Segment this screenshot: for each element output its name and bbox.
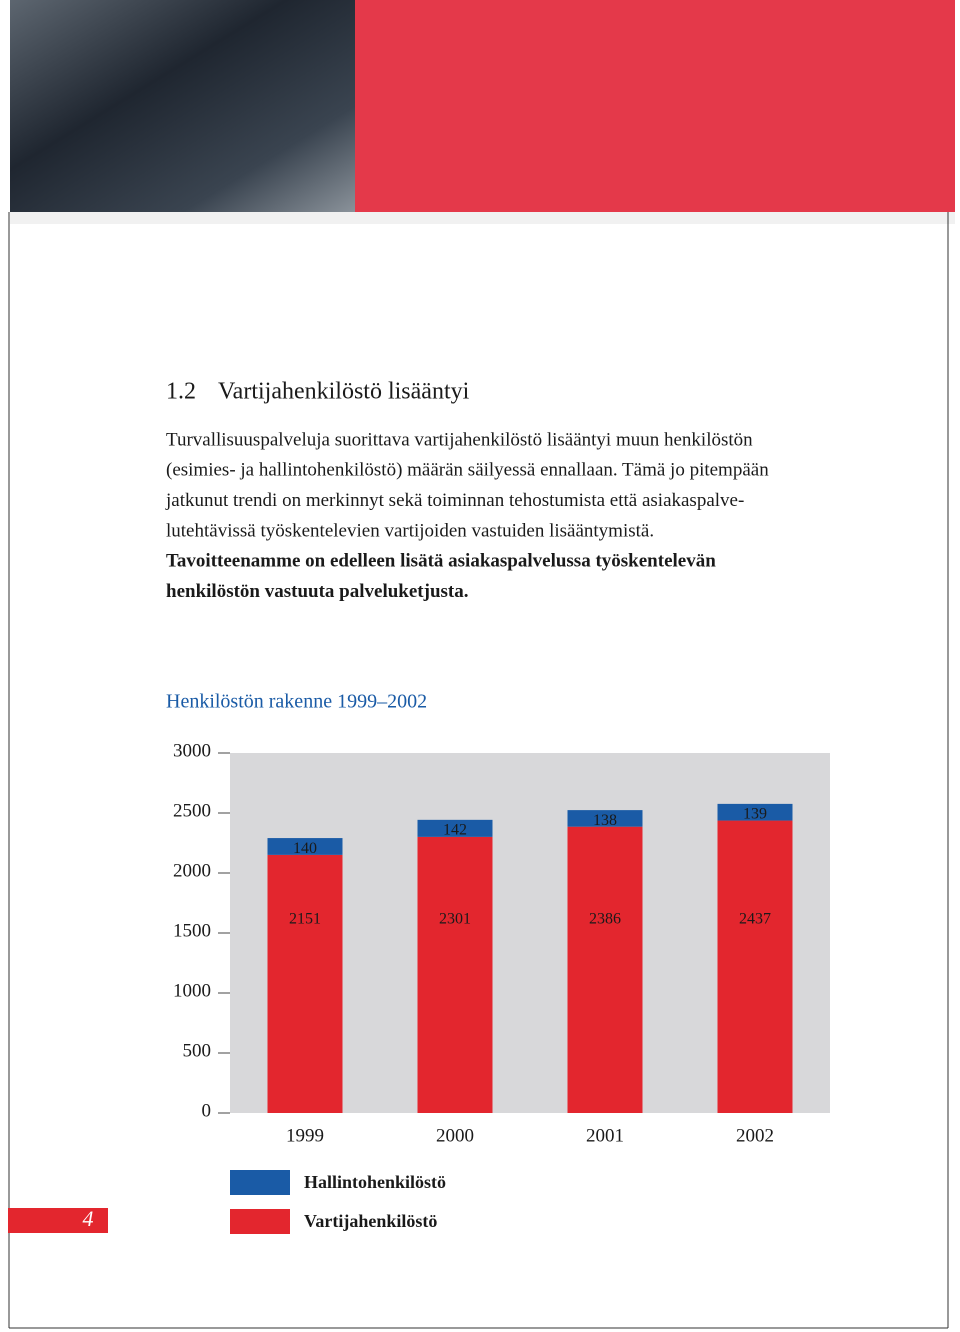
bar-segment: [567, 826, 643, 1113]
chart: 0 500 1000 1500 2000 2500 3000 2151 140 1999 2301 1…: [173, 740, 830, 1234]
band: [10, 212, 955, 224]
data-label: 140: [293, 840, 317, 857]
bar-segment: [417, 836, 493, 1113]
bar-segment: [567, 810, 643, 827]
y-tick-label: 3000: [173, 740, 211, 761]
paragraph-line: Turvallisuuspalveluja suorittava vartija…: [166, 429, 753, 450]
heading-number: 1.2: [166, 379, 196, 405]
x-tick-label: 2001: [586, 1125, 624, 1146]
legend-swatch: [230, 1170, 290, 1195]
legend-label: Hallintohenkilöstö: [304, 1172, 446, 1192]
data-label: 2301: [439, 911, 471, 928]
bold-line: Tavoitteenamme on edelleen lisätä asiaka…: [166, 551, 716, 572]
data-label: 2386: [589, 911, 621, 928]
data-label: 2437: [739, 911, 771, 928]
x-tick-label: 2002: [736, 1125, 774, 1146]
bar-segment: [717, 820, 793, 1113]
y-tick-label: 1500: [173, 920, 211, 941]
legend-swatch: [230, 1209, 290, 1234]
bar-segment: [417, 819, 493, 837]
paragraph-line: (esimies- ja hallintohenkilöstö) määrän …: [166, 460, 769, 481]
bold-line: henkilöstön vastuuta palveluketjusta.: [166, 581, 468, 602]
data-label: 142: [443, 822, 467, 839]
red-banner: [355, 0, 955, 212]
paragraph-line: jatkunut trendi on merkinnyt sekä toimin…: [165, 490, 744, 511]
y-tick-label: 1000: [173, 980, 211, 1001]
y-tick-label: 2500: [173, 800, 211, 821]
x-tick-label: 1999: [286, 1125, 324, 1146]
bar-segment: [267, 838, 343, 855]
bar-segment: [717, 803, 793, 821]
heading-title: Vartijahenkilöstö lisääntyi: [218, 379, 470, 405]
page-number: 4: [83, 1206, 94, 1231]
paragraph-line: lutehtävissä työskentelevien vartijoiden…: [166, 520, 654, 541]
data-label: 2151: [289, 911, 321, 928]
legend-label: Vartijahenkilöstö: [304, 1211, 437, 1231]
photo: [10, 0, 355, 212]
bar-segment: [267, 854, 343, 1113]
x-tick-label: 2000: [436, 1125, 474, 1146]
page-number-box: [8, 1208, 108, 1233]
data-label: 138: [593, 812, 617, 829]
y-tick-label: 0: [202, 1100, 212, 1121]
y-tick-label: 2000: [173, 860, 211, 881]
y-tick-label: 500: [183, 1040, 212, 1061]
paragraph: Turvallisuuspalveluja suorittava vartija…: [165, 429, 769, 602]
chart-title: Henkilöstön rakenne 1999–2002: [166, 691, 427, 713]
data-label: 139: [743, 806, 767, 823]
